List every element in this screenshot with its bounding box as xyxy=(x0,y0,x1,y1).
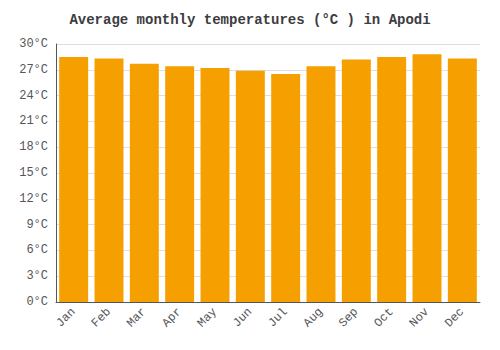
svg-text:Average monthly temperatures (: Average monthly temperatures (°C ) in Ap… xyxy=(69,12,430,28)
svg-text:12°C: 12°C xyxy=(19,192,48,206)
svg-text:Oct: Oct xyxy=(371,305,396,330)
svg-text:24°C: 24°C xyxy=(19,89,48,103)
svg-text:Feb: Feb xyxy=(89,305,114,330)
svg-text:30°C: 30°C xyxy=(19,37,48,51)
svg-text:May: May xyxy=(195,305,220,330)
svg-text:Apr: Apr xyxy=(159,305,184,330)
svg-text:18°C: 18°C xyxy=(19,140,48,154)
svg-text:Sep: Sep xyxy=(336,305,361,330)
svg-text:Jul: Jul xyxy=(265,305,290,330)
svg-text:Jan: Jan xyxy=(53,305,78,330)
svg-text:Nov: Nov xyxy=(407,305,432,330)
svg-text:Mar: Mar xyxy=(124,305,149,330)
svg-text:Jun: Jun xyxy=(230,305,255,330)
svg-text:6°C: 6°C xyxy=(26,243,48,257)
svg-text:3°C: 3°C xyxy=(26,269,48,283)
svg-text:27°C: 27°C xyxy=(19,63,48,77)
svg-text:Dec: Dec xyxy=(442,305,467,330)
svg-text:9°C: 9°C xyxy=(26,218,48,232)
svg-text:15°C: 15°C xyxy=(19,166,48,180)
svg-text:Aug: Aug xyxy=(301,305,326,330)
svg-text:0°C: 0°C xyxy=(26,295,48,309)
svg-text:21°C: 21°C xyxy=(19,114,48,128)
